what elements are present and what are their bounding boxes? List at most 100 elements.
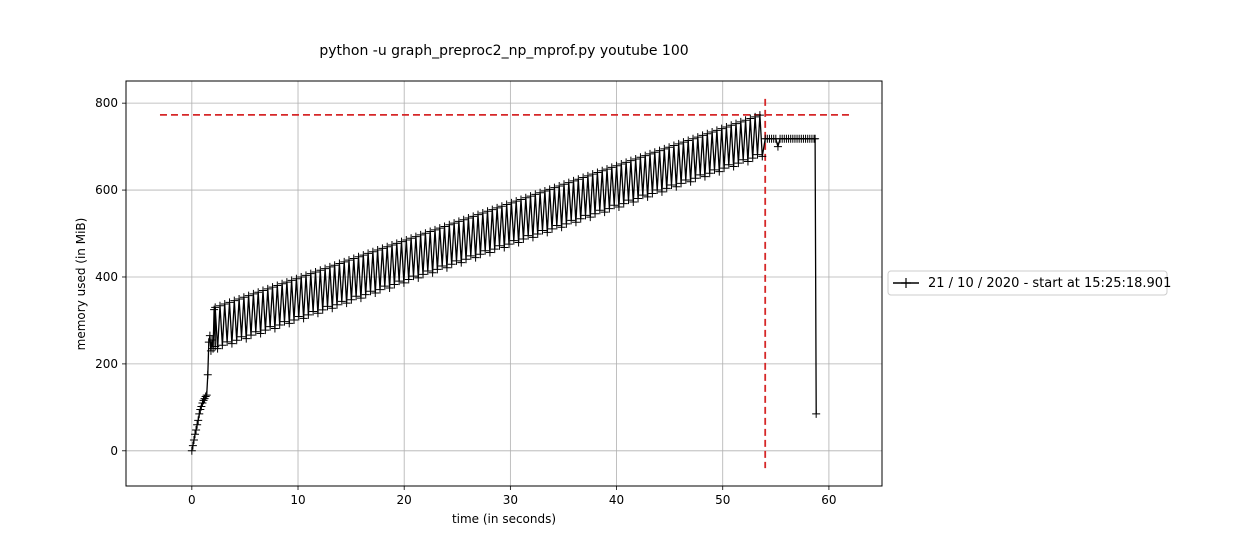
plot-frame	[125, 80, 883, 487]
data-point-marker	[247, 331, 256, 340]
data-point-marker	[273, 281, 282, 290]
data-point-marker	[773, 142, 782, 151]
reference-lines	[159, 98, 851, 469]
data-point-marker	[242, 334, 251, 343]
data-point-marker	[454, 217, 463, 226]
data-point-marker	[423, 267, 432, 276]
data-point-marker	[612, 161, 621, 170]
data-point-marker	[509, 236, 518, 245]
data-point-marker	[631, 154, 640, 163]
data-point-marker	[559, 180, 568, 189]
data-point-marker	[373, 246, 382, 255]
data-point-marker	[380, 282, 389, 291]
data-point-marker	[724, 160, 733, 169]
data-point-marker	[524, 231, 533, 240]
y-tick-label: 200	[95, 357, 118, 371]
data-point-marker	[564, 178, 573, 187]
x-tick-label: 50	[715, 493, 730, 507]
data-point-marker	[657, 187, 666, 196]
data-point-marker	[545, 185, 554, 194]
data-point-marker	[469, 212, 478, 221]
data-point-marker	[665, 143, 674, 152]
data-point-marker	[622, 158, 631, 167]
data-point-marker	[691, 174, 700, 183]
data-point-marker	[268, 283, 277, 292]
data-point-marker	[199, 396, 208, 405]
data-point-marker	[660, 144, 669, 153]
data-point-marker	[340, 257, 349, 266]
data-point-marker	[698, 131, 707, 140]
data-point-marker	[321, 264, 330, 273]
data-point-marker	[280, 317, 289, 326]
x-tick-label: 30	[503, 493, 518, 507]
data-point-marker	[710, 165, 719, 174]
data-point-marker	[213, 344, 222, 353]
data-point-marker	[720, 164, 729, 173]
data-point-marker	[414, 273, 423, 282]
data-point-marker	[297, 273, 306, 282]
data-point-marker	[512, 197, 521, 206]
data-point-marker	[562, 219, 571, 228]
data-point-marker	[347, 295, 356, 304]
data-point-marker	[194, 416, 203, 425]
data-point-marker	[727, 121, 736, 130]
data-point-marker	[397, 237, 406, 246]
data-point-marker	[392, 239, 401, 248]
data-point-marker	[614, 203, 623, 212]
data-point-marker	[700, 172, 709, 181]
chart-title: python -u graph_preproc2_np_mprof.py you…	[319, 43, 688, 59]
data-point-marker	[371, 289, 380, 298]
data-point-marker	[555, 181, 564, 190]
data-point-marker	[368, 247, 377, 256]
data-point-marker	[812, 409, 821, 418]
data-point-marker	[364, 249, 373, 258]
data-point-marker	[316, 266, 325, 275]
x-tick-label: 20	[397, 493, 412, 507]
legend-box	[887, 270, 1168, 296]
data-point-marker	[459, 215, 468, 224]
data-point-marker	[318, 305, 327, 314]
data-point-marker	[411, 232, 420, 241]
data-point-marker	[571, 218, 580, 227]
data-point-marker	[595, 206, 604, 215]
data-point-marker	[495, 241, 504, 250]
data-point-marker	[450, 219, 459, 228]
series-markers	[187, 111, 821, 455]
data-point-marker	[376, 285, 385, 294]
data-point-marker	[192, 425, 201, 434]
data-point-marker	[490, 245, 499, 254]
data-point-marker	[464, 214, 473, 223]
data-point-marker	[466, 251, 475, 260]
data-point-marker	[732, 119, 741, 128]
data-point-marker	[645, 149, 654, 158]
data-point-marker	[433, 265, 442, 274]
data-point-marker	[356, 294, 365, 303]
data-point-marker	[249, 289, 258, 298]
grid-lines	[126, 81, 882, 486]
x-tick-label: 60	[821, 493, 836, 507]
data-point-marker	[399, 278, 408, 287]
data-point-marker	[607, 163, 616, 172]
data-point-marker	[442, 263, 451, 272]
data-point-marker	[416, 230, 425, 239]
data-point-marker	[462, 255, 471, 264]
data-point-marker	[531, 190, 540, 199]
data-point-marker	[211, 303, 220, 312]
data-point-marker	[741, 116, 750, 125]
data-point-marker	[457, 258, 466, 267]
data-point-marker	[328, 304, 337, 313]
data-point-marker	[210, 305, 219, 314]
data-point-marker	[407, 234, 416, 243]
data-point-marker	[419, 270, 428, 279]
data-point-marker	[359, 251, 368, 260]
data-point-marker	[258, 286, 267, 295]
data-point-marker	[193, 420, 202, 429]
y-axis-label: memory used (in MiB)	[74, 218, 88, 351]
data-point-marker	[205, 331, 214, 340]
x-axis-label: time (in seconds)	[452, 512, 556, 526]
data-point-marker	[333, 300, 342, 309]
data-point-marker	[743, 157, 752, 166]
data-point-marker	[550, 183, 559, 192]
data-point-marker	[354, 252, 363, 261]
data-point-marker	[195, 409, 204, 418]
